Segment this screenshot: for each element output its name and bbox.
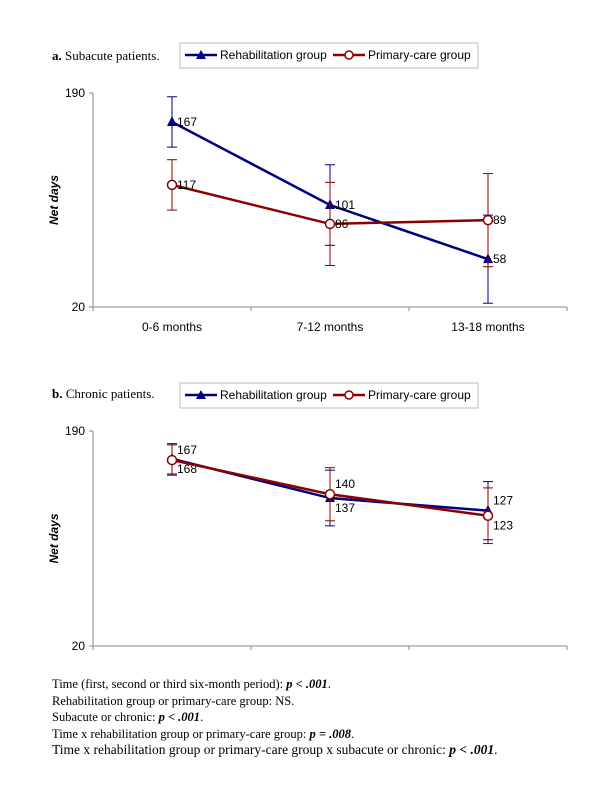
panel-a-title: a. Subacute patients.	[52, 48, 160, 64]
chart-chronic: 190 20 0-6 months 7-12 months 13-18 months Ne…	[47, 382, 568, 660]
data-label-primary-care-group: 86	[335, 217, 349, 231]
note-text: Subacute or chronic:	[52, 710, 159, 724]
x-tick-label: 7-12 months	[297, 320, 364, 334]
note-three-way: Time x rehabilitation group or primary-c…	[52, 742, 497, 759]
note-time-group: Time x rehabilitation group or primary-c…	[52, 726, 497, 743]
y-axis-label: Net days	[47, 175, 61, 225]
x-tick-label: 13-18 months	[451, 320, 524, 334]
note-time: Time (first, second or third six-month p…	[52, 676, 497, 693]
data-point-primary-care-group	[482, 214, 494, 226]
panel-b-title: b. Chronic patients.	[52, 386, 155, 402]
data-point-primary-care-group	[324, 218, 336, 230]
x-tick-label: 0-6 months	[142, 320, 202, 334]
data-point-primary-care-group	[166, 454, 178, 466]
panel-letter: b.	[52, 386, 63, 401]
note-text: Time x rehabilitation group or primary-c…	[52, 726, 310, 741]
x-tick-label: 7-12 months	[297, 659, 364, 660]
p-value: p < .001	[449, 742, 495, 757]
data-label-primary-care-group: 167	[177, 443, 197, 457]
note-end: .	[327, 677, 331, 691]
note-group: Rehabilitation group or primary-care gro…	[52, 693, 497, 710]
data-label-rehabilitation-group: 58	[493, 252, 507, 266]
legend-triangle-marker	[196, 50, 206, 59]
legend-label: Rehabilitation group	[220, 388, 327, 402]
note-text: Time (first, second or third six-month p…	[52, 677, 287, 691]
note-end: .	[494, 742, 498, 757]
note-subacute-chronic: Subacute or chronic: p < .001.	[52, 709, 497, 726]
data-point-primary-care-group	[166, 179, 178, 191]
y-tick-label: 20	[72, 300, 86, 314]
data-label-rehabilitation-group: 137	[335, 501, 355, 515]
legend-label: Primary-care group	[368, 388, 471, 402]
panel-title-text: Chronic patients.	[65, 386, 155, 401]
y-axis-label: Net days	[47, 513, 61, 563]
data-label-primary-care-group: 123	[493, 519, 513, 533]
data-point-rehabilitation-group	[167, 115, 177, 126]
note-end: .	[350, 726, 355, 741]
data-label-primary-care-group: 117	[177, 178, 196, 192]
x-tick-label: 13-18 months	[451, 659, 524, 660]
data-label-rehabilitation-group: 101	[335, 198, 355, 212]
legend-circle-marker	[344, 50, 354, 60]
legend-box	[179, 382, 479, 409]
data-label-rehabilitation-group: 167	[177, 115, 197, 129]
data-label-rehabilitation-group: 127	[493, 494, 513, 508]
y-tick-label: 20	[72, 639, 86, 653]
legend-box	[179, 42, 479, 69]
x-tick-label: 0-6 months	[142, 659, 202, 660]
panel-letter: a.	[52, 48, 62, 63]
legend-triangle-marker	[196, 390, 206, 399]
note-end: .	[200, 710, 204, 724]
panel-title-text: Subacute patients.	[65, 48, 160, 63]
statistics-notes: Time (first, second or third six-month p…	[52, 676, 497, 759]
chart-subacute: 190 20 0-6 months 7-12 months 13-18 months Ne…	[47, 42, 568, 334]
p-value: p < .001	[158, 710, 201, 724]
y-tick-label: 190	[65, 424, 85, 438]
p-value: p < .001	[286, 677, 328, 691]
note-text: Time x rehabilitation group or primary-c…	[52, 742, 450, 757]
note-text: Rehabilitation group or primary-care gro…	[52, 693, 295, 708]
legend-label: Rehabilitation group	[220, 48, 327, 62]
data-label-primary-care-group: 89	[493, 213, 507, 227]
legend-circle-marker	[344, 390, 354, 400]
p-value: p = .008	[309, 726, 351, 741]
data-label-primary-care-group: 140	[335, 477, 355, 491]
data-point-primary-care-group	[324, 488, 336, 500]
data-point-primary-care-group	[482, 510, 494, 521]
legend-label: Primary-care group	[368, 48, 471, 62]
y-tick-label: 190	[65, 86, 85, 100]
